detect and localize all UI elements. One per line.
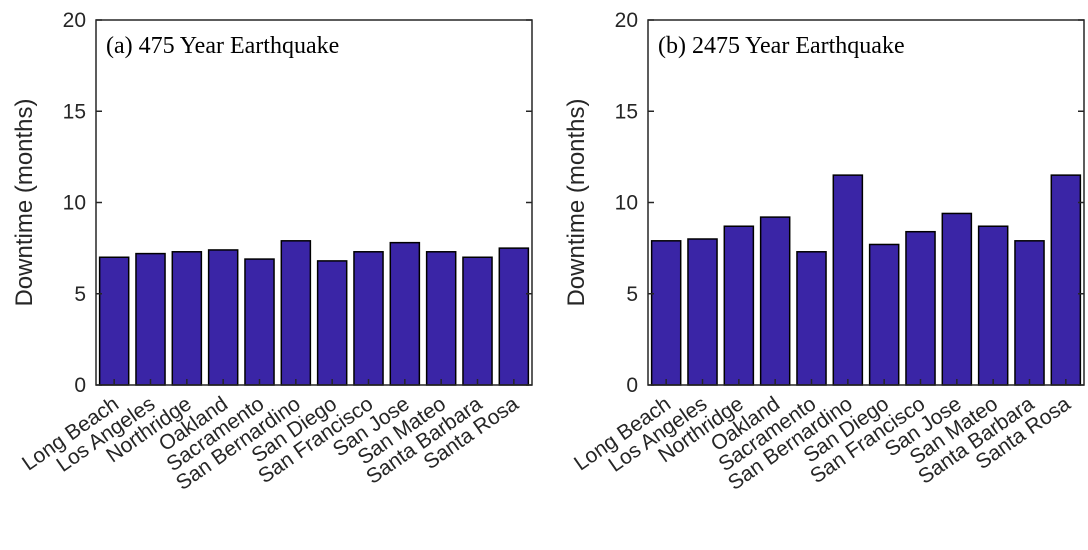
panel-b-ytick-label: 0	[626, 374, 638, 397]
panel-b-bar-santa-barbara	[1014, 240, 1045, 386]
panel-a-plot-area	[96, 20, 532, 385]
panel-a-title: (a) 475 Year Earthquake	[106, 33, 339, 59]
panel-a-bar-san-bernardino	[280, 240, 312, 386]
panel-b-ytick-label: 15	[615, 100, 638, 123]
panel-b-bar-santa-rosa	[1050, 174, 1082, 386]
panel-a-bar-san-francisco	[353, 251, 384, 386]
panel-a-ylabel: Downtime (months)	[11, 98, 38, 306]
panel-b-ytick-label: 20	[615, 9, 638, 32]
panel-a-bar-los-angeles	[135, 252, 166, 386]
panel-b-ytick-label: 5	[626, 283, 638, 306]
panel-b-bar-san-mateo	[977, 225, 1009, 386]
panel-a-bar-san-jose	[389, 241, 421, 386]
panel-a-bar-san-diego	[316, 260, 348, 386]
panel-a-bar-long-beach	[98, 256, 130, 386]
panel-b-bar-san-bernardino	[832, 174, 864, 386]
panel-a-bar-oakland	[207, 249, 239, 386]
panel-b-bar-san-jose	[941, 212, 973, 386]
panel-a-bar-sacramento	[244, 258, 275, 386]
panel-a-ytick-label: 15	[63, 100, 86, 123]
panel-a-ytick-label: 0	[74, 374, 86, 397]
panel-a-bar-northridge	[171, 251, 203, 386]
panel-b-plot-area	[648, 20, 1084, 385]
panel-b-bar-los-angeles	[687, 238, 718, 386]
panel-a-bar-san-mateo	[425, 251, 457, 386]
panel-a-ytick-label: 10	[63, 192, 86, 215]
panel-b-bar-long-beach	[650, 240, 682, 386]
panel-a-ytick-label: 20	[63, 9, 86, 32]
panel-b-bar-northridge	[723, 225, 755, 386]
panel-b-bar-sacramento	[796, 251, 827, 386]
panel-b-bar-oakland	[759, 216, 791, 386]
panel-a-bar-santa-rosa	[498, 247, 530, 386]
panel-b-ytick-label: 10	[615, 192, 638, 215]
panel-b-title: (b) 2475 Year Earthquake	[658, 33, 905, 59]
panel-a-ytick-label: 5	[74, 283, 86, 306]
panel-b-bar-san-francisco	[905, 230, 936, 386]
panel-b-ylabel: Downtime (months)	[563, 98, 590, 306]
panel-a-bar-santa-barbara	[462, 256, 493, 386]
panel-b-bar-san-diego	[868, 243, 900, 386]
